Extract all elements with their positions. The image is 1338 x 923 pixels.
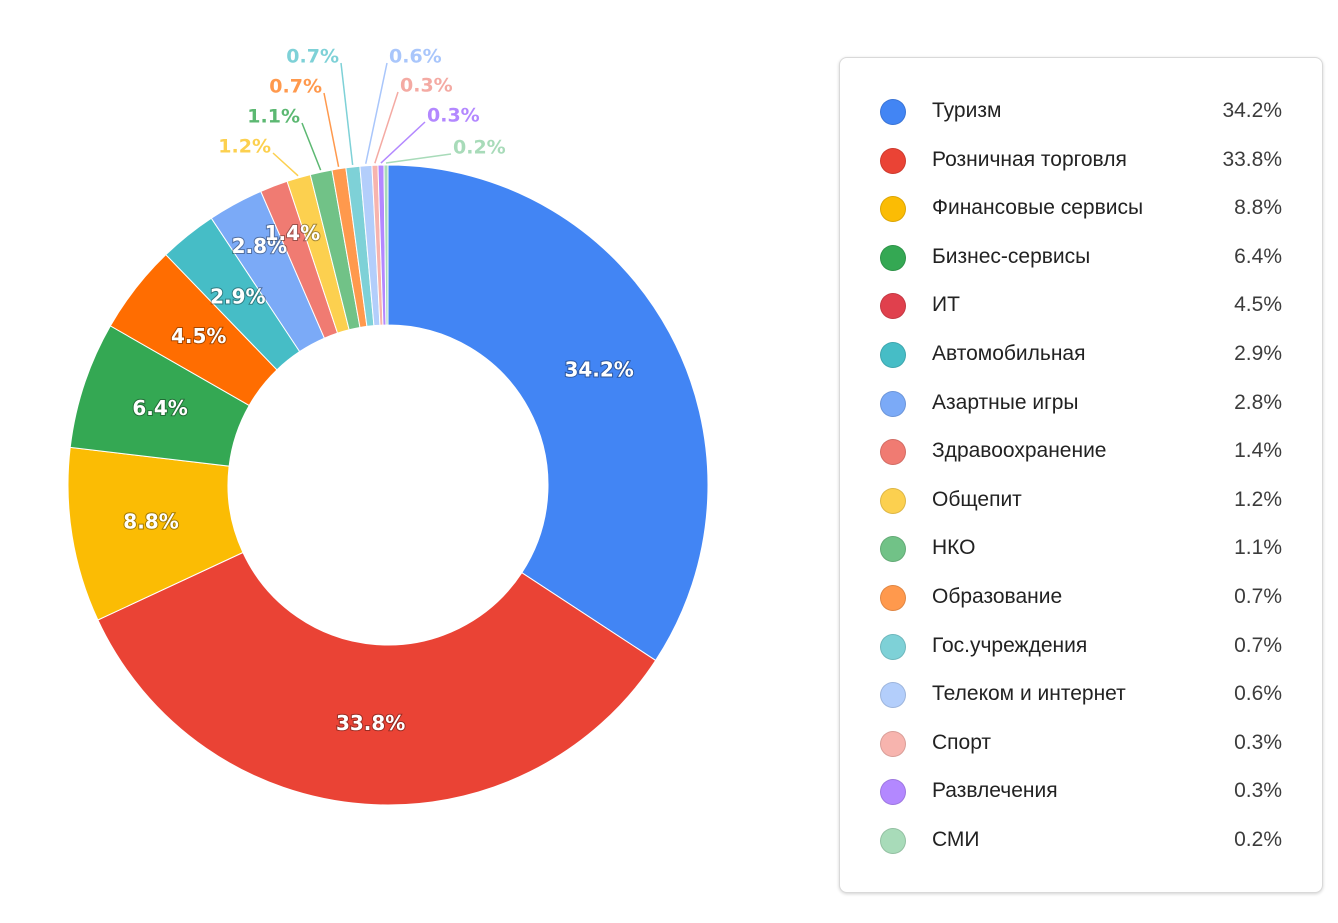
legend-item: ИТ 4.5%: [840, 287, 1322, 327]
leader-line-14: [374, 91, 399, 164]
legend-value: 1.4%: [1234, 439, 1282, 463]
label-leader-lines: [272, 62, 452, 177]
slice-2[interactable]: [97, 551, 657, 806]
slice-label-3: 8.8%: [123, 509, 178, 533]
legend-value: 34.2%: [1222, 99, 1282, 122]
slice-label-5: 4.5%: [171, 324, 226, 348]
legend-value: 0.7%: [1234, 633, 1282, 657]
legend-value: 33.8%: [1222, 147, 1282, 171]
slice-label-10: 1.1%: [247, 106, 300, 128]
slice-label-11: 0.7%: [269, 76, 322, 98]
legend-value: 4.5%: [1234, 293, 1282, 317]
legend-item: Розничная торговля 33.8%: [840, 142, 1322, 182]
legend-swatch: [880, 99, 906, 125]
slice-16[interactable]: [383, 164, 389, 326]
legend-item: Туризм 34.2%: [840, 93, 1322, 133]
legend-swatch: [880, 682, 906, 709]
legend-value: 2.8%: [1234, 390, 1282, 414]
leader-line-12: [340, 62, 354, 166]
legend-item: НКО 1.1%: [840, 530, 1322, 570]
legend-swatch: [880, 196, 906, 223]
legend-item: СМИ 0.2%: [840, 822, 1322, 862]
legend-label: Финансовые сервисы: [932, 196, 1144, 220]
donut-slices: [67, 164, 709, 806]
legend-swatch: [880, 342, 906, 368]
slice-label-7: 2.8%: [232, 234, 287, 258]
legend-item: Образование 0.7%: [840, 579, 1322, 619]
legend-value: 0.3%: [1234, 779, 1282, 803]
donut-chart: 34.2% 33.8% 8.8% 6.4% 4.5% 2.9% 2.8%1.4% 1.2% 1.…: [67, 46, 709, 806]
legend-swatch: [880, 244, 906, 271]
legend-swatch: [880, 779, 906, 806]
legend-swatch: [880, 390, 906, 417]
legend-label: Автомобильная: [932, 342, 1086, 365]
legend-label: Телеком и интернет: [932, 682, 1126, 706]
legend-label: НКО: [932, 536, 976, 560]
legend-label: Бизнес-сервисы: [932, 244, 1091, 268]
legend-label: ИТ: [932, 293, 960, 317]
legend-swatch: [880, 633, 906, 660]
leader-line-10: [301, 122, 322, 171]
legend-swatch: [880, 828, 906, 854]
legend-label: Азартные игры: [932, 390, 1079, 414]
slice-label-8: 1.4%: [265, 221, 320, 245]
legend-value: 6.4%: [1234, 244, 1282, 268]
legend-item: Бизнес-сервисы 6.4%: [840, 239, 1322, 279]
slice-label-6: 2.9%: [210, 284, 265, 308]
leader-line-9: [272, 152, 299, 177]
legend-item: Спорт 0.3%: [840, 725, 1322, 765]
legend-label: СМИ: [932, 828, 980, 851]
legend-label: Образование: [932, 585, 1063, 608]
legend-value: 1.2%: [1234, 487, 1282, 511]
legend-swatch: [880, 487, 906, 514]
legend-swatch: [880, 585, 906, 611]
legend-value: 0.3%: [1234, 730, 1282, 754]
legend-swatch: [880, 147, 906, 174]
legend-item: Телеком и интернет 0.6%: [840, 676, 1322, 716]
legend-value: 8.8%: [1234, 196, 1282, 220]
leader-line-13: [365, 62, 388, 164]
legend-value: 1.1%: [1234, 536, 1282, 560]
legend-item: Развлечения 0.3%: [840, 773, 1322, 813]
legend: Туризм 34.2% Розничная торговля 33.8% Финанс…: [839, 57, 1323, 893]
legend-value: 0.7%: [1234, 585, 1282, 608]
legend-label: Развлечения: [932, 779, 1058, 803]
slice-label-12: 0.7%: [286, 46, 339, 68]
slice-1[interactable]: [387, 164, 709, 662]
leader-line-11: [323, 92, 340, 167]
legend-swatch: [880, 293, 906, 320]
legend-label: Туризм: [932, 99, 1002, 122]
slice-label-4: 6.4%: [132, 396, 187, 420]
legend-item: Автомобильная 2.9%: [840, 336, 1322, 376]
slice-label-2: 33.8%: [336, 711, 405, 735]
legend-label: Спорт: [932, 730, 992, 754]
legend-value: 2.9%: [1234, 342, 1282, 365]
legend-value: 0.6%: [1234, 682, 1282, 706]
slice-label-9: 1.2%: [218, 136, 271, 158]
legend-item: Финансовые сервисы 8.8%: [840, 190, 1322, 230]
legend-swatch: [880, 439, 906, 466]
legend-item: Общепит 1.2%: [840, 482, 1322, 522]
legend-label: Здравоохранение: [932, 439, 1107, 463]
leader-line-16: [385, 153, 452, 164]
legend-label: Общепит: [932, 487, 1022, 511]
legend-label: Гос.учреждения: [932, 633, 1088, 657]
slice-label-15: 0.3%: [427, 105, 480, 127]
legend-label: Розничная торговля: [932, 147, 1127, 171]
slice-label-1: 34.2%: [564, 357, 633, 381]
slice-labels: 34.2% 33.8% 8.8% 6.4% 4.5% 2.9% 2.8%1.4% 1.2% 1.…: [122, 46, 635, 736]
legend-item: Здравоохранение 1.4%: [840, 433, 1322, 473]
legend-swatch: [880, 536, 906, 563]
slice-label-14: 0.3%: [400, 75, 453, 97]
slice-label-16: 0.2%: [453, 137, 506, 159]
legend-item: Азартные игры 2.8%: [840, 385, 1322, 425]
slice-label-13: 0.6%: [389, 46, 442, 68]
legend-swatch: [880, 730, 906, 757]
legend-value: 0.2%: [1234, 828, 1282, 851]
legend-item: Гос.учреждения 0.7%: [840, 628, 1322, 668]
leader-line-15: [380, 121, 426, 164]
